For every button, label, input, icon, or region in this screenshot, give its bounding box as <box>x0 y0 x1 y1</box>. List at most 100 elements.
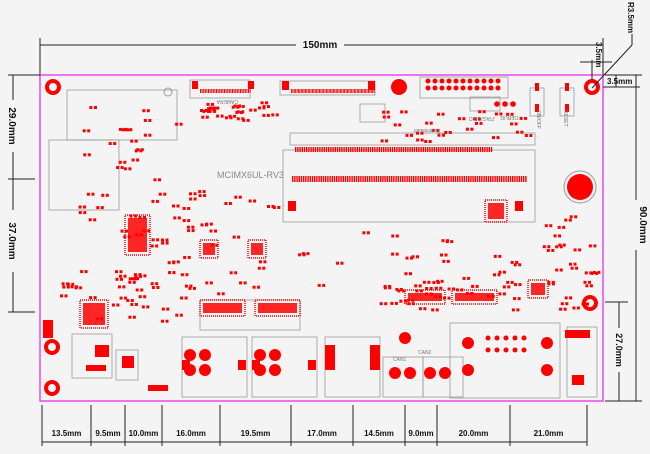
sodimm-pin <box>345 147 347 152</box>
dim-bottom-label: 19.5mm <box>241 429 271 438</box>
passive-pad <box>115 277 119 281</box>
passive-pad <box>506 280 510 284</box>
dim-hole-x-label: 3.5mm <box>594 42 603 67</box>
passive-pad <box>193 192 197 196</box>
passive-pad <box>431 128 435 132</box>
passive-pad <box>559 245 563 249</box>
passive-pad <box>176 204 180 208</box>
sodimm-pin <box>492 176 494 182</box>
sodimm-pin <box>405 147 407 152</box>
passive-pad <box>568 218 572 222</box>
passive-pad <box>60 294 63 298</box>
passive-pad <box>158 178 161 182</box>
sodimm-pin <box>360 176 362 182</box>
passive-pad <box>188 286 192 290</box>
sodimm-pin <box>340 176 342 182</box>
sodimm-pin <box>454 176 457 182</box>
sodimm-latch <box>288 201 296 211</box>
dim-radius-label: R3.5mm <box>626 2 635 33</box>
sodimm-pin <box>446 147 449 152</box>
passive-pad <box>210 243 214 247</box>
passive-pad <box>147 229 151 233</box>
connector-pad <box>439 367 451 379</box>
passive-pad <box>431 308 435 312</box>
lcd-connector-pin <box>352 89 354 93</box>
sodimm-pin <box>395 176 397 182</box>
debug-header-pin <box>494 101 500 107</box>
passive-pad <box>424 140 428 143</box>
passive-pad <box>569 215 573 219</box>
sodimm-pin <box>328 147 330 152</box>
passive-pad <box>386 110 390 114</box>
passive-pad <box>553 234 557 238</box>
lcd-connector-pin <box>302 89 304 93</box>
passive-pad <box>510 280 514 284</box>
sodimm-pin <box>404 176 406 182</box>
component-outline <box>422 356 464 398</box>
passive-pad <box>236 105 240 109</box>
passive-pad <box>559 268 563 272</box>
sodimm-pin <box>453 147 455 152</box>
passive-pad <box>510 112 514 116</box>
passive-pad <box>515 130 519 134</box>
passive-pad <box>403 299 407 303</box>
passive-pad <box>211 106 215 110</box>
passive-pad <box>234 271 238 275</box>
silk-camera: CAMERA <box>216 98 238 104</box>
passive-pad <box>105 193 109 197</box>
camera-connector-pin <box>236 89 238 93</box>
sodimm-pin <box>523 176 525 182</box>
camera-connector-pin <box>220 89 222 93</box>
sodimm-pin <box>327 176 329 182</box>
passive-pad <box>382 115 386 119</box>
passive-pad <box>173 216 177 220</box>
battery-holder <box>563 170 597 204</box>
camera-connector-pin <box>238 89 240 93</box>
passive-pad <box>574 215 578 219</box>
sodimm-pin <box>397 176 399 182</box>
passive-pad <box>156 199 159 203</box>
passive-pad <box>395 234 399 238</box>
camera-connector-pin <box>240 89 241 93</box>
connector-pad <box>404 367 416 379</box>
lcd-connector-pin <box>317 89 319 93</box>
sodimm-pin <box>350 147 352 152</box>
rtc-battery <box>567 174 593 200</box>
passive-pad <box>253 108 257 112</box>
passive-pad <box>465 127 469 131</box>
connector-pad <box>199 364 211 376</box>
sodimm-pin <box>325 176 327 182</box>
passive-pad <box>238 104 242 108</box>
passive-pad <box>589 284 593 288</box>
dim-left-lower-label: 37.0mm <box>6 222 17 259</box>
passive-pad <box>201 115 205 119</box>
passive-pad <box>494 112 498 116</box>
passive-pad <box>128 167 132 171</box>
passive-pad <box>379 302 383 306</box>
lcd-connector-pin <box>330 89 332 93</box>
jtag-header-pin <box>425 78 431 84</box>
lcd-connector-pin <box>348 89 350 93</box>
sodimm-pin <box>374 147 376 152</box>
camera-connector-pin <box>209 89 211 93</box>
component-outline <box>359 103 386 123</box>
passive-pad <box>570 266 574 270</box>
lcd-connector-pin <box>309 89 311 93</box>
passive-pad <box>513 297 517 301</box>
sodimm-pin <box>435 176 437 182</box>
passive-pad <box>113 142 117 145</box>
passive-pad <box>362 231 366 235</box>
sodimm-pin <box>452 176 454 182</box>
passive-pad <box>473 117 477 121</box>
sodimm-pin <box>356 147 358 152</box>
passive-pad <box>589 271 593 275</box>
passive-pad <box>131 158 135 162</box>
passive-pad <box>336 261 339 265</box>
passive-pad <box>514 122 518 126</box>
lcd-connector-pin <box>340 89 341 93</box>
sodimm-pin <box>341 147 343 152</box>
mounting-hole <box>584 79 600 95</box>
db9-pin <box>494 335 500 341</box>
passive-pad <box>150 282 154 286</box>
component-outline <box>71 333 113 379</box>
